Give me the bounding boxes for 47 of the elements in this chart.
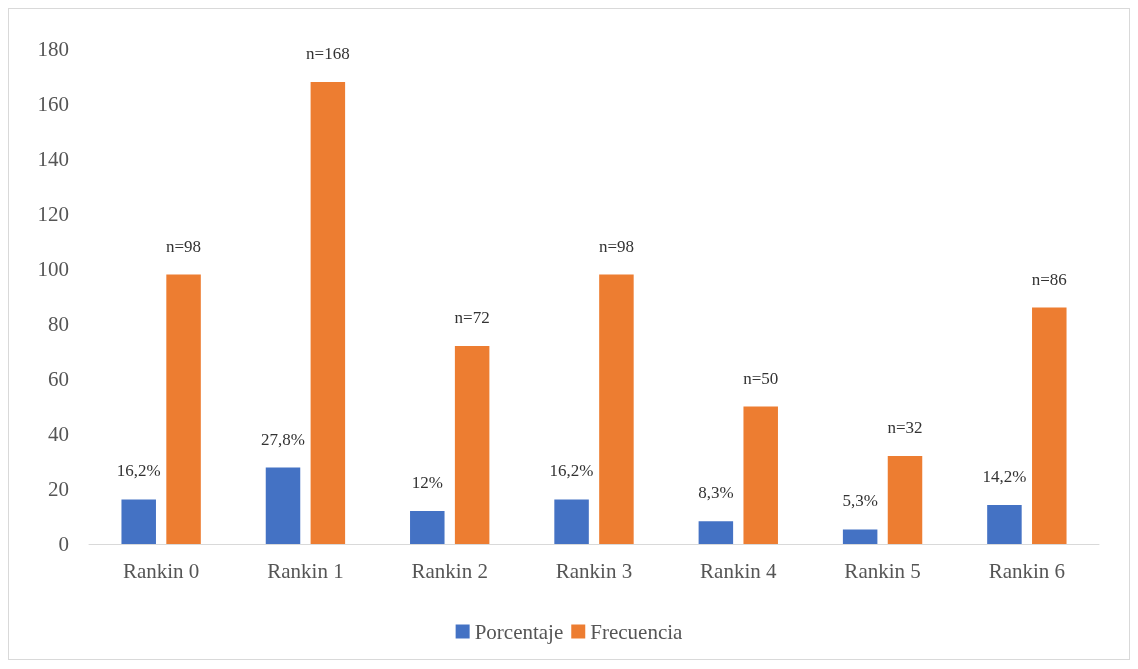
data-label: 16,2% <box>116 461 161 481</box>
bar <box>554 499 589 544</box>
bar <box>698 521 734 544</box>
data-label: 27,8% <box>261 429 305 449</box>
y-tick-label: 140 <box>37 147 69 171</box>
x-tick-label: Rankin 3 <box>555 558 633 583</box>
data-label: n=98 <box>166 236 202 256</box>
legend-label: Frecuencia <box>590 619 684 644</box>
bar <box>842 529 878 544</box>
bar <box>454 346 490 544</box>
y-tick-label: 0 <box>58 532 69 556</box>
data-label: n=168 <box>306 44 350 63</box>
bar <box>1032 307 1067 544</box>
bar <box>310 82 346 544</box>
data-label: n=86 <box>1031 269 1067 289</box>
data-label: n=72 <box>454 308 490 327</box>
y-tick-label: 100 <box>37 257 69 281</box>
x-tick-label: Rankin 0 <box>122 558 200 583</box>
data-label: n=50 <box>743 368 779 388</box>
x-tick-label: Rankin 4 <box>700 558 777 583</box>
data-label: 8,3% <box>698 483 734 503</box>
data-label: 12% <box>411 473 443 492</box>
bar <box>743 406 778 544</box>
y-tick-label: 20 <box>48 477 69 501</box>
x-tick-label: Rankin 2 <box>411 558 488 583</box>
y-tick-label: 160 <box>37 92 69 116</box>
data-label: 14,2% <box>982 466 1027 486</box>
bar <box>987 504 1022 544</box>
y-tick-label: 60 <box>48 367 69 391</box>
x-tick-label: Rankin 1 <box>267 558 344 583</box>
y-tick-label: 40 <box>48 422 69 446</box>
legend-label: Porcentaje <box>474 619 564 644</box>
data-label: n=98 <box>598 236 634 256</box>
bar <box>166 274 201 544</box>
y-tick-label: 180 <box>37 37 69 61</box>
x-tick-label: Rankin 6 <box>988 558 1066 583</box>
y-tick-label: 120 <box>37 202 69 226</box>
x-tick-label: Rankin 5 <box>844 558 921 583</box>
data-label: 16,2% <box>549 461 594 481</box>
bar <box>121 499 156 544</box>
bar <box>887 456 923 544</box>
bar <box>410 511 445 544</box>
bar <box>265 467 301 544</box>
y-tick-label: 80 <box>48 312 69 336</box>
data-label: n=32 <box>887 418 923 437</box>
bar <box>599 274 634 544</box>
data-label: 5,3% <box>842 491 878 511</box>
